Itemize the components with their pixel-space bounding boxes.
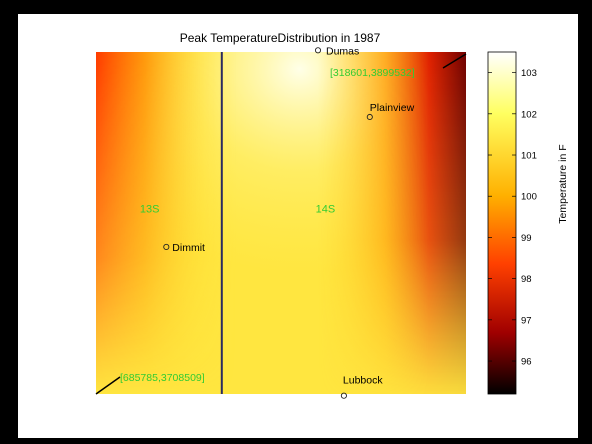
corner-stroke-top-right [442, 53, 467, 69]
city-label: Lubbock [343, 375, 383, 387]
colorbar-tick-label: 103 [521, 68, 537, 79]
colorbar-ticks: 96 97 98 99 100 101 102 103 [488, 68, 537, 368]
colorbar-tick-label: 99 [521, 233, 532, 244]
city-marker [340, 392, 347, 399]
colorbar-tick-label: 102 [521, 109, 537, 120]
corner-stroke-bottom-left [95, 376, 121, 395]
colorbar-label: Temperature in F [557, 144, 569, 223]
colorbar-tick-label: 97 [521, 315, 532, 326]
colorbar-gradient [487, 51, 517, 395]
city-label: Dumas [326, 45, 359, 57]
city-marker [163, 243, 170, 250]
heatmap-chart: 13S 14S Dumas Plainview Dimmit Lubbock [3186… [95, 31, 569, 399]
colorbar-tick-label: 96 [521, 357, 532, 368]
city-marker [366, 113, 373, 121]
chart-title: Peak TemperatureDistribution in 1987 [180, 31, 381, 45]
colorbar-tick-label: 98 [521, 274, 532, 285]
zone-label: 14S [316, 204, 336, 216]
city-marker [314, 47, 322, 54]
corner-coordinate-bottom-left: [685785,3708509] [120, 372, 205, 384]
city-label: Plainview [370, 102, 415, 114]
city-label: Dimmit [172, 242, 205, 254]
zone-label: 13S [140, 204, 160, 216]
city-markers: Dumas Plainview Dimmit Lubbock [163, 45, 415, 399]
heatmap-field [96, 52, 466, 394]
colorbar-tick-label: 101 [521, 151, 537, 162]
colorbar-tick-label: 100 [521, 192, 537, 203]
zone-labels: 13S 14S [140, 204, 335, 216]
corner-coordinate-top-right: [318601,3899532] [330, 67, 415, 79]
colorbar: 96 97 98 99 100 101 102 103 Temperature in F [487, 51, 569, 395]
figure-frame: 13S 14S Dumas Plainview Dimmit Lubbock [3186… [18, 14, 578, 438]
